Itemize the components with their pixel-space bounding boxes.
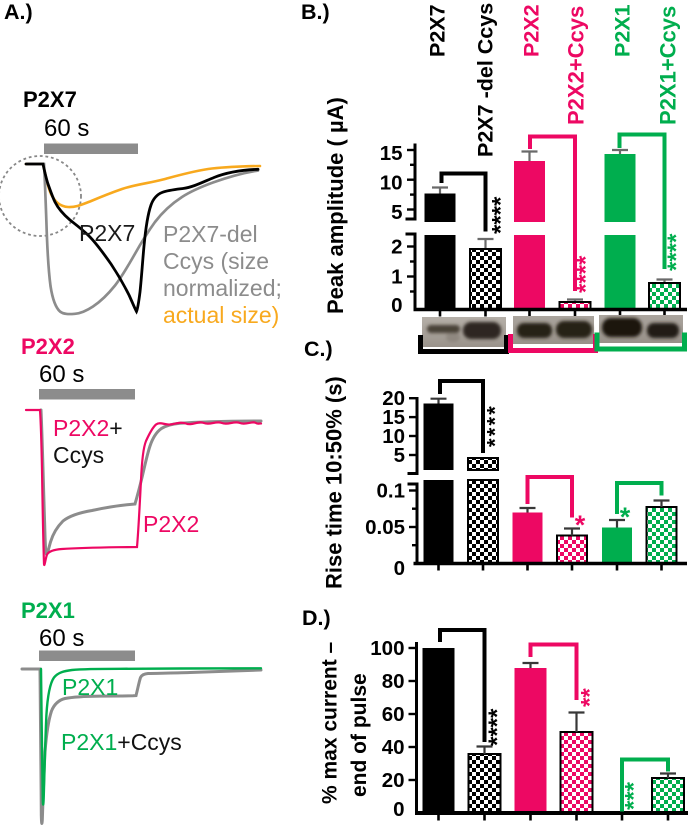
- svg-text:P2X7: P2X7: [426, 4, 450, 57]
- svg-text:C.): C.): [304, 337, 333, 361]
- svg-text:5: 5: [394, 444, 405, 467]
- svg-text:end of pulse: end of pulse: [348, 673, 371, 797]
- svg-text:P2X2: P2X2: [21, 334, 75, 359]
- svg-text:2: 2: [391, 236, 402, 259]
- svg-text:normalized;: normalized;: [163, 275, 282, 301]
- svg-text:0.05: 0.05: [365, 516, 405, 539]
- svg-text:*: *: [620, 502, 631, 532]
- svg-text:20: 20: [382, 769, 405, 792]
- svg-text:****: ****: [488, 196, 515, 234]
- svg-text:10: 10: [382, 425, 405, 448]
- svg-text:0: 0: [391, 294, 402, 317]
- svg-text:15: 15: [382, 406, 405, 429]
- svg-text:Ccys: Ccys: [53, 442, 104, 468]
- svg-text:P2X7-del: P2X7-del: [163, 221, 258, 247]
- svg-text:Peak amplitude ( µA): Peak amplitude ( µA): [323, 97, 348, 314]
- svg-text:% max current –: % max current –: [319, 641, 342, 804]
- svg-text:P2X7 -del Ccys: P2X7 -del Ccys: [474, 3, 498, 157]
- svg-text:15: 15: [380, 142, 403, 165]
- svg-text:60 s: 60 s: [44, 115, 89, 142]
- svg-text:5: 5: [391, 201, 402, 224]
- svg-text:P2X2: P2X2: [520, 4, 544, 57]
- svg-text:*: *: [575, 510, 586, 540]
- svg-text:40: 40: [382, 736, 405, 759]
- svg-text:P2X2+: P2X2+: [53, 415, 123, 441]
- svg-text:****: ****: [483, 404, 508, 447]
- svg-text:P2X1: P2X1: [21, 598, 75, 623]
- svg-text:****: ****: [573, 255, 600, 293]
- svg-text:***: ***: [621, 781, 648, 810]
- svg-text:**: **: [577, 688, 604, 707]
- svg-text:****: ****: [484, 708, 511, 746]
- svg-text:B.): B.): [301, 0, 330, 24]
- svg-text:Rise time 10:50% (s): Rise time 10:50% (s): [322, 376, 347, 589]
- svg-text:P2X1: P2X1: [62, 674, 118, 700]
- svg-text:Ccys (size: Ccys (size: [163, 248, 269, 274]
- svg-text:60: 60: [382, 703, 405, 726]
- svg-text:D.): D.): [302, 606, 331, 630]
- svg-text:P2X1+Ccys: P2X1+Ccys: [656, 6, 681, 125]
- svg-text:100: 100: [370, 637, 404, 660]
- svg-text:A.): A.): [4, 0, 33, 24]
- svg-text:0.1: 0.1: [377, 480, 406, 503]
- svg-text:20: 20: [382, 387, 405, 410]
- svg-text:10: 10: [380, 172, 403, 195]
- svg-text:60 s: 60 s: [39, 625, 84, 652]
- svg-text:80: 80: [382, 670, 405, 693]
- svg-text:actual size): actual size): [163, 302, 279, 328]
- svg-text:****: ****: [663, 233, 690, 271]
- svg-text:P2X2+Ccys: P2X2+Ccys: [564, 6, 589, 125]
- svg-text:P2X1: P2X1: [611, 4, 635, 57]
- svg-text:0: 0: [394, 557, 405, 580]
- svg-text:0: 0: [393, 798, 404, 821]
- svg-text:P2X2: P2X2: [143, 511, 199, 537]
- svg-text:P2X1+Ccys: P2X1+Ccys: [61, 729, 182, 755]
- svg-text:1: 1: [391, 266, 402, 289]
- svg-text:60 s: 60 s: [39, 361, 84, 388]
- svg-text:P2X7: P2X7: [23, 87, 77, 112]
- svg-text:P2X7: P2X7: [79, 220, 135, 246]
